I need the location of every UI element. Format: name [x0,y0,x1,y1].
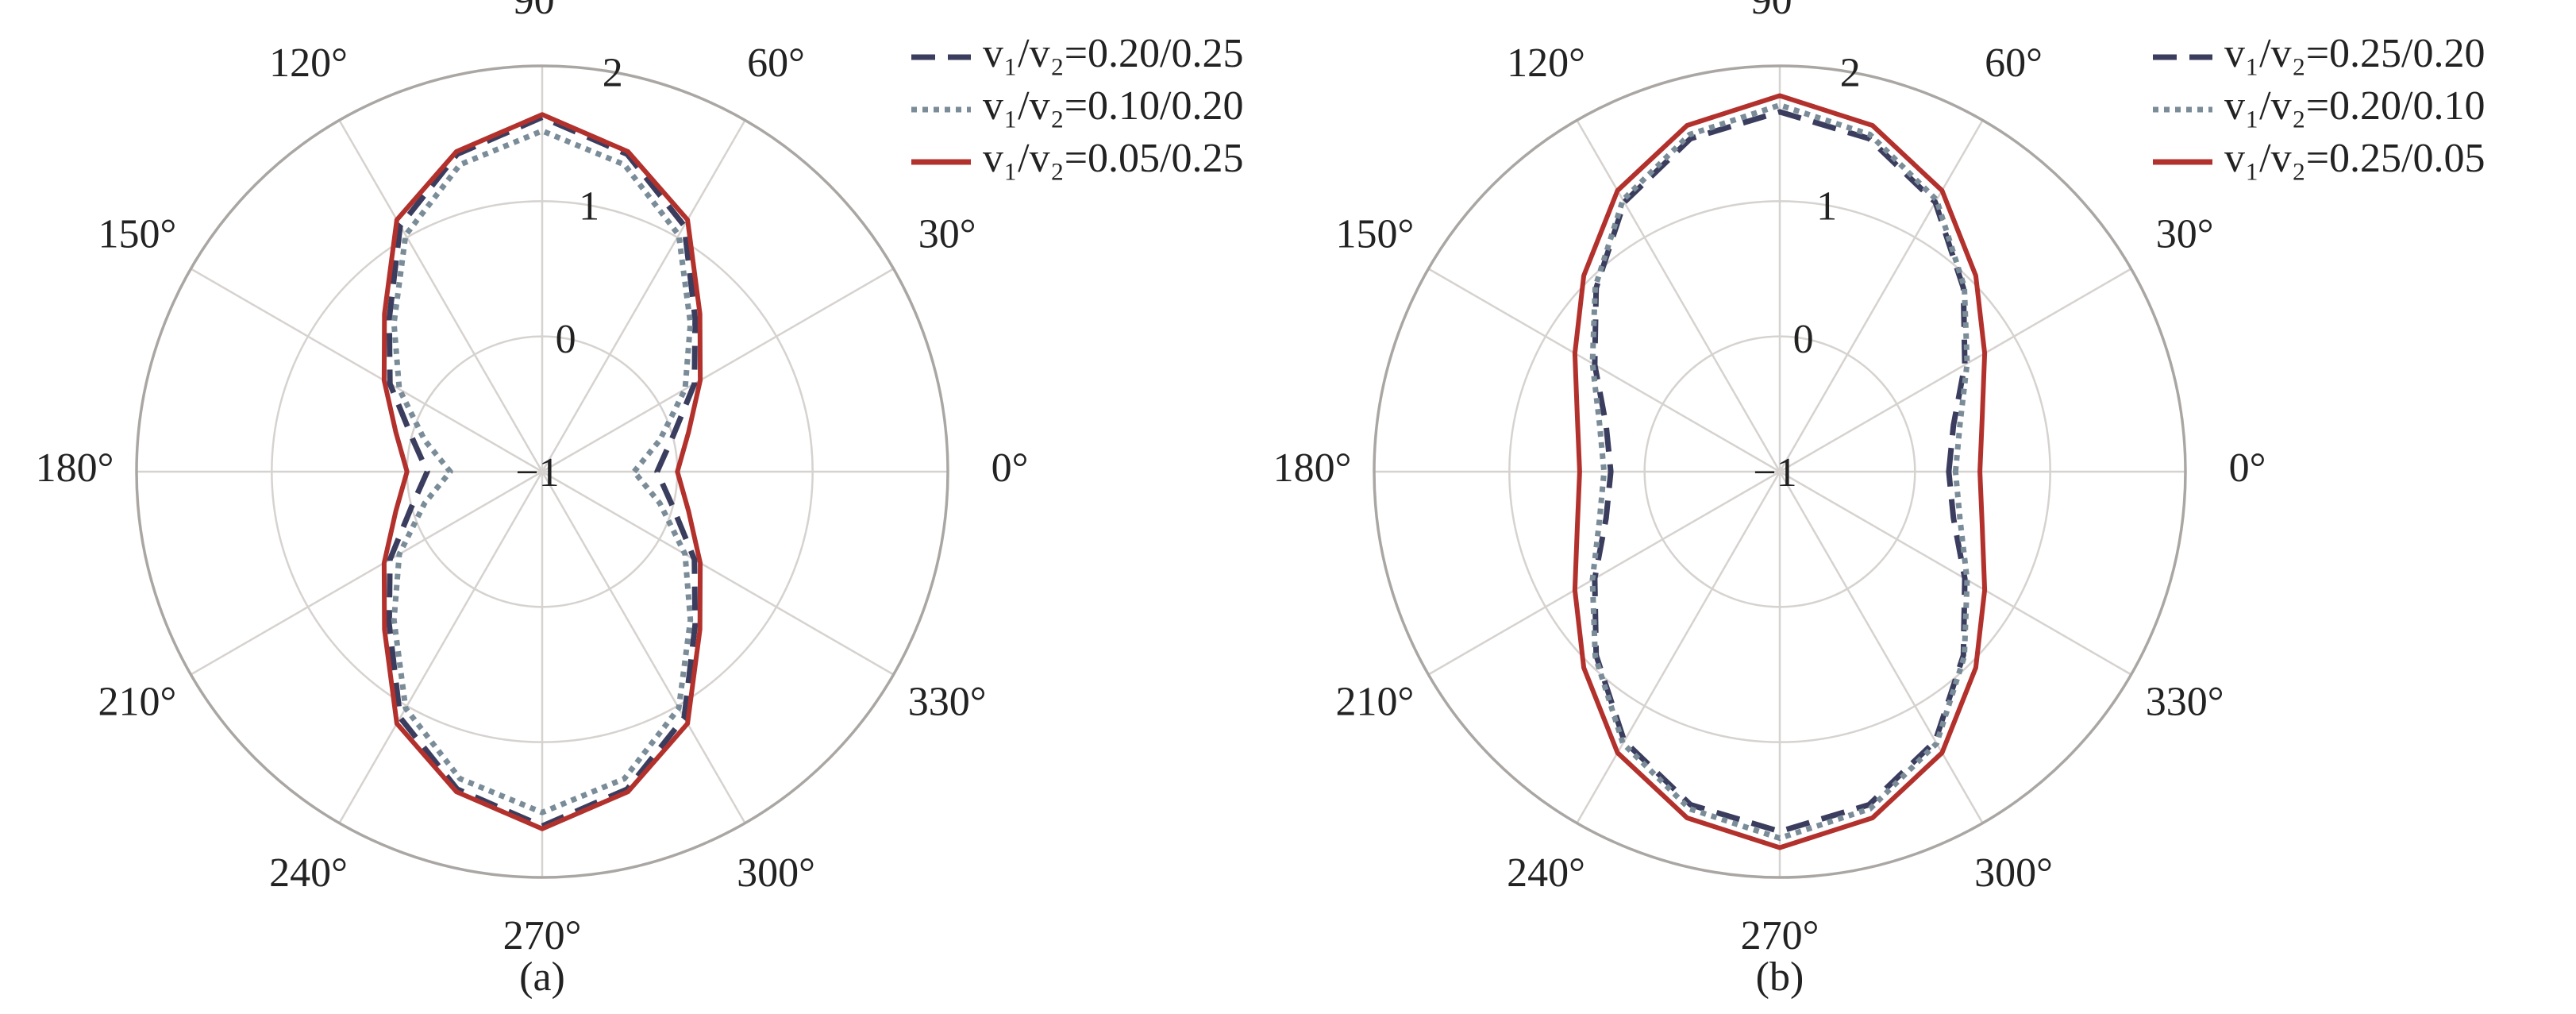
angle-grid-line [1576,119,1781,472]
series-curve [1572,93,1988,850]
series-curve [1589,102,1970,842]
legend-label: v₁/v₂=0.05/0.25 [983,136,1243,181]
angle-tick-label: 240° [269,850,348,896]
angle-tick-label: 300° [1974,850,2053,896]
legend-label: v₁/v₂=0.20/0.10 [2224,83,2485,129]
angle-tick-label: 180° [36,445,114,491]
angle-grid-line [1779,268,2132,473]
polar-chart: 0° 30° 60° 90° 120° 150° 180° 210° 240° 270° 300° 3… [1273,0,2486,1000]
angle-tick-label: 330° [2146,679,2224,724]
angle-tick-label: 90° [1751,0,1809,23]
angle-grid-line [1779,470,2132,676]
angle-grid-line [190,268,543,473]
radial-tick-label: −1 [515,450,559,495]
angle-grid-line [338,471,544,824]
angle-tick-label: 0° [2229,445,2266,491]
angle-tick-label: 90° [514,0,572,23]
angle-tick-label: 210° [98,679,177,724]
radial-grid-circle [1508,200,2051,743]
angle-tick-label: 30° [2156,211,2214,256]
angle-tick-label: 300° [737,850,815,896]
angle-grid-line [1427,470,1781,676]
angle-tick-label: 240° [1507,850,1585,896]
angle-grid-line [1576,471,1781,824]
angle-grid-line [541,471,746,824]
caption: (a) [519,954,565,1000]
radial-grid-circle [1643,335,1916,608]
angle-tick-label: 330° [908,679,987,724]
legend-label: v₁/v₂=0.25/0.05 [2224,136,2485,181]
angle-grid-line [1427,268,1781,473]
radial-tick-label: 1 [579,183,599,229]
angle-tick-label: 120° [269,40,348,86]
angle-tick-label: 60° [1985,40,2043,86]
angle-tick-label: 60° [747,40,805,86]
angle-grid-line [190,470,543,676]
angle-tick-label: 270° [1741,913,1819,958]
angle-tick-label: 0° [992,445,1029,491]
angle-tick-label: 120° [1507,40,1585,86]
radial-tick-label: 0 [1793,317,1814,362]
angle-tick-label: 180° [1273,445,1352,491]
legend-label: v₁/v₂=0.25/0.20 [2224,31,2485,76]
series-curve [391,128,694,815]
angle-tick-label: 150° [98,211,177,256]
radial-tick-label: 0 [556,317,576,362]
angle-grid-line [541,470,895,676]
series-curve [381,112,703,831]
radial-tick-label: 2 [603,51,623,96]
series-curve [386,114,699,829]
angle-tick-label: 30° [918,211,976,256]
radial-tick-label: 2 [1840,51,1861,96]
series-curve [1592,109,1968,835]
angle-grid-line [338,119,544,472]
radial-tick-label: −1 [1753,450,1796,495]
radial-grid-circle [271,200,814,743]
outer-circle [135,64,949,879]
angle-tick-label: 270° [503,913,582,958]
angle-grid-line [541,119,746,472]
angle-grid-line [1778,471,1984,824]
legend-label: v₁/v₂=0.20/0.25 [983,31,1243,76]
radial-tick-label: 1 [1816,183,1837,229]
legend-label: v₁/v₂=0.10/0.20 [983,83,1243,129]
angle-tick-label: 210° [1336,679,1415,724]
outer-circle [1373,64,2187,879]
angle-grid-line [541,268,895,473]
angle-tick-label: 150° [1336,211,1415,256]
caption: (b) [1756,954,1804,1000]
polar-chart: 0° 30° 60° 90° 120° 150° 180° 210° 240° 270° 300° 3… [36,0,1244,1000]
angle-grid-line [1778,119,1984,472]
